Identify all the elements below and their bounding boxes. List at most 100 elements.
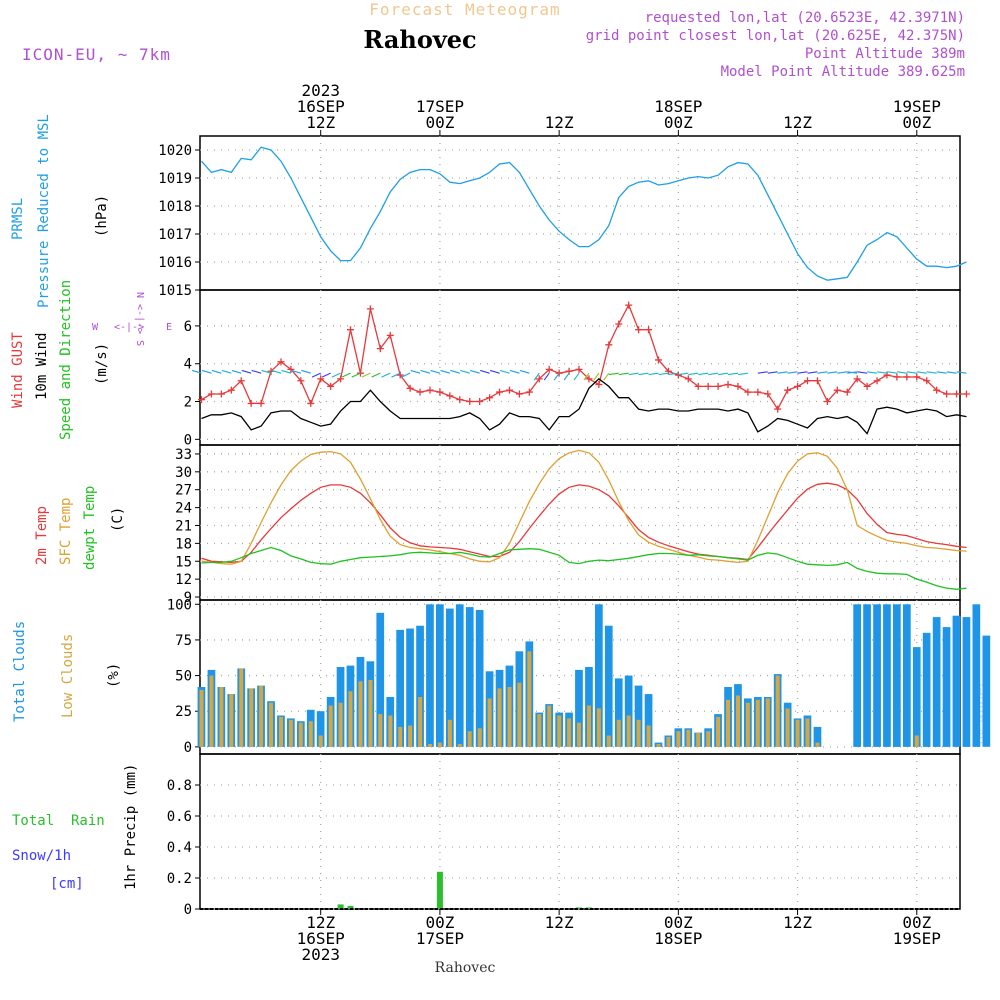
clouds-bar (219, 687, 224, 747)
compass-arrow: <-|-> (114, 322, 144, 333)
time-label: 17SEP (416, 929, 464, 948)
clouds-bar (437, 742, 442, 747)
clouds-bar (239, 668, 244, 747)
temperature-ytick-label: 33 (175, 447, 192, 463)
gust-point (764, 390, 772, 398)
gust-point (515, 390, 523, 398)
clouds-bar (517, 682, 522, 747)
wind-arrow (857, 371, 868, 374)
wind-arrow (301, 369, 311, 374)
wind-arrow (896, 371, 907, 374)
wind-arrow (519, 369, 530, 374)
clouds-bar (616, 719, 621, 747)
time-label: 12Z (783, 113, 812, 132)
clouds-bar (447, 719, 452, 747)
time-label: 2023 (301, 945, 340, 964)
time-label: 00Z (425, 113, 454, 132)
wind-arrow (391, 372, 401, 378)
wind-arrow (946, 371, 957, 374)
gust-point (247, 399, 255, 407)
clouds-bar (716, 716, 721, 747)
wind-arrow (470, 369, 480, 374)
wind-series-line (201, 303, 967, 411)
gust-point (575, 365, 583, 373)
clouds-bar (626, 715, 631, 747)
clouds-bar (912, 647, 921, 747)
gust-point (327, 382, 335, 390)
clouds-bar (577, 722, 581, 747)
gust-point (774, 405, 782, 413)
wind-arrow (489, 369, 500, 374)
compass-e: E (166, 322, 172, 333)
temperature-ytick-label: 18 (175, 536, 192, 552)
clouds-bar (507, 687, 512, 747)
compass-ns: N <-|-> S (134, 292, 145, 346)
wind-arrow (648, 372, 659, 376)
temperature-ytick-label: 9 (184, 590, 192, 606)
wind-arrow (440, 369, 451, 374)
clouds-bar (436, 604, 444, 747)
wind-arrow (211, 369, 222, 374)
clouds-bar (199, 689, 204, 747)
temp-unit: (C) (110, 507, 126, 532)
clouds-bar (288, 719, 293, 747)
wind-arrow (311, 372, 321, 378)
gust-point (615, 320, 623, 328)
clouds-bar (497, 688, 502, 747)
clouds-bar (467, 731, 472, 747)
gust-point (823, 398, 831, 406)
wind-unit: (m/s) (94, 343, 110, 385)
time-label: 18SEP (654, 929, 702, 948)
wind-arrow (450, 369, 460, 374)
gust-label: Wind GUST (10, 332, 26, 408)
gust-point (446, 392, 454, 400)
gust-point (307, 399, 315, 407)
gust-point (724, 381, 732, 389)
clouds-bar (457, 744, 462, 747)
wind-arrow (638, 372, 649, 376)
temperature-ytick-label: 21 (175, 518, 192, 534)
time-label: 12Z (545, 913, 574, 932)
clouds-bar (557, 715, 562, 747)
wind-arrow (728, 372, 739, 376)
wind-arrow (906, 371, 917, 374)
wind10-label: 10m Wind (34, 333, 50, 400)
gust-point (535, 375, 543, 383)
clouds-bar (465, 607, 474, 747)
gust-point (287, 365, 295, 373)
wind-arrow (837, 371, 848, 374)
clouds-bar (455, 604, 464, 747)
wind-arrow (261, 369, 272, 374)
pressure-ytick-label: 1015 (158, 283, 192, 299)
wind-arrow (603, 372, 610, 381)
clouds-bar (636, 719, 641, 747)
clouds-bar (646, 725, 651, 747)
gust-point (366, 305, 374, 313)
clouds-bar (883, 604, 891, 747)
wind-arrow (420, 369, 431, 374)
time-label: 19SEP (893, 97, 941, 116)
time-label: 00Z (902, 913, 931, 932)
clouds-bar (765, 698, 770, 747)
clouds-bar (338, 702, 343, 747)
gust-point (704, 382, 712, 390)
wind-arrow (827, 371, 838, 374)
gust-point (943, 390, 951, 398)
wind-arrow (668, 372, 679, 376)
wind-arrow (787, 371, 798, 374)
gust-point (684, 375, 692, 383)
clouds-bar (398, 726, 403, 747)
pressure-panel: 1015 1016 1017 1018 1019 1020 (158, 135, 967, 299)
pressure-ytick-label: 1016 (158, 255, 192, 271)
time-label: 00Z (902, 113, 931, 132)
wind-ytick-label: 0 (184, 432, 192, 448)
wind-arrow (410, 369, 421, 374)
wind-arrow (351, 372, 361, 378)
clouds-bar (368, 679, 373, 747)
gust-point (297, 377, 305, 385)
gust-point (674, 371, 682, 379)
precip-ytick-label: 0.8 (167, 778, 192, 794)
gust-point (217, 390, 225, 398)
gust-point (873, 377, 881, 385)
total-clouds-label: Total Clouds (12, 621, 28, 722)
